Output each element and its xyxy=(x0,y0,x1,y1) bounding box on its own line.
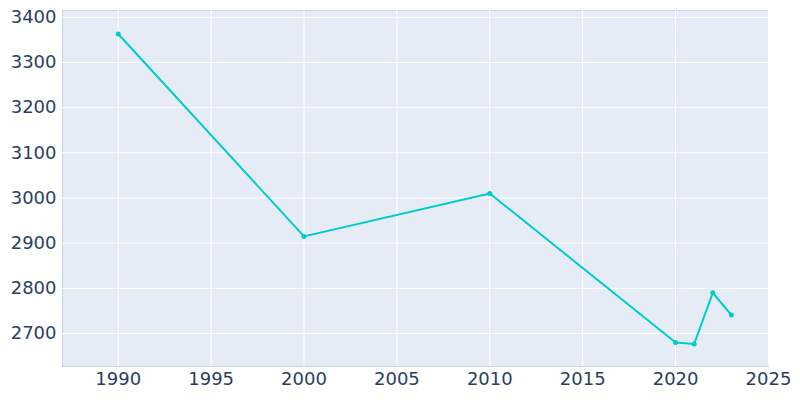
svg-text:2010: 2010 xyxy=(467,368,513,389)
svg-text:3300: 3300 xyxy=(11,51,57,72)
svg-text:2800: 2800 xyxy=(11,277,57,298)
svg-text:2005: 2005 xyxy=(374,368,420,389)
svg-text:3200: 3200 xyxy=(11,96,57,117)
svg-text:1995: 1995 xyxy=(188,368,234,389)
svg-text:2700: 2700 xyxy=(11,322,57,343)
svg-text:3000: 3000 xyxy=(11,187,57,208)
svg-text:3400: 3400 xyxy=(11,6,57,27)
svg-text:1990: 1990 xyxy=(95,368,141,389)
svg-text:2020: 2020 xyxy=(653,368,699,389)
svg-text:2025: 2025 xyxy=(746,368,792,389)
svg-text:3100: 3100 xyxy=(11,142,57,163)
svg-text:2900: 2900 xyxy=(11,232,57,253)
svg-text:2015: 2015 xyxy=(560,368,606,389)
svg-text:2000: 2000 xyxy=(281,368,327,389)
